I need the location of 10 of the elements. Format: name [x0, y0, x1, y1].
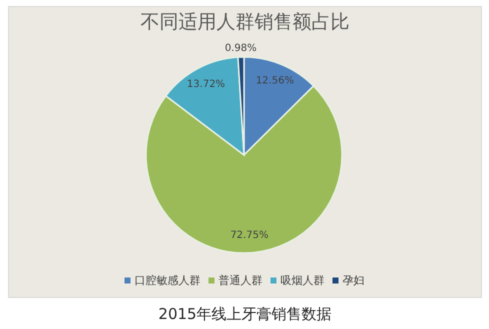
data-label: 12.56%	[256, 76, 294, 87]
legend-label: 普通人群	[218, 274, 262, 288]
legend-label: 孕妇	[342, 274, 364, 288]
legend-label: 吸烟人群	[280, 274, 324, 288]
legend-label: 口腔敏感人群	[134, 274, 200, 288]
data-label: 13.72%	[186, 78, 226, 90]
data-label: 72.75%	[230, 230, 268, 241]
chart-title: 不同适用人群销售额占比	[140, 11, 350, 34]
data-label: 0.98%	[224, 42, 257, 54]
text: 2015年线上牙膏销售数据	[158, 305, 332, 324]
